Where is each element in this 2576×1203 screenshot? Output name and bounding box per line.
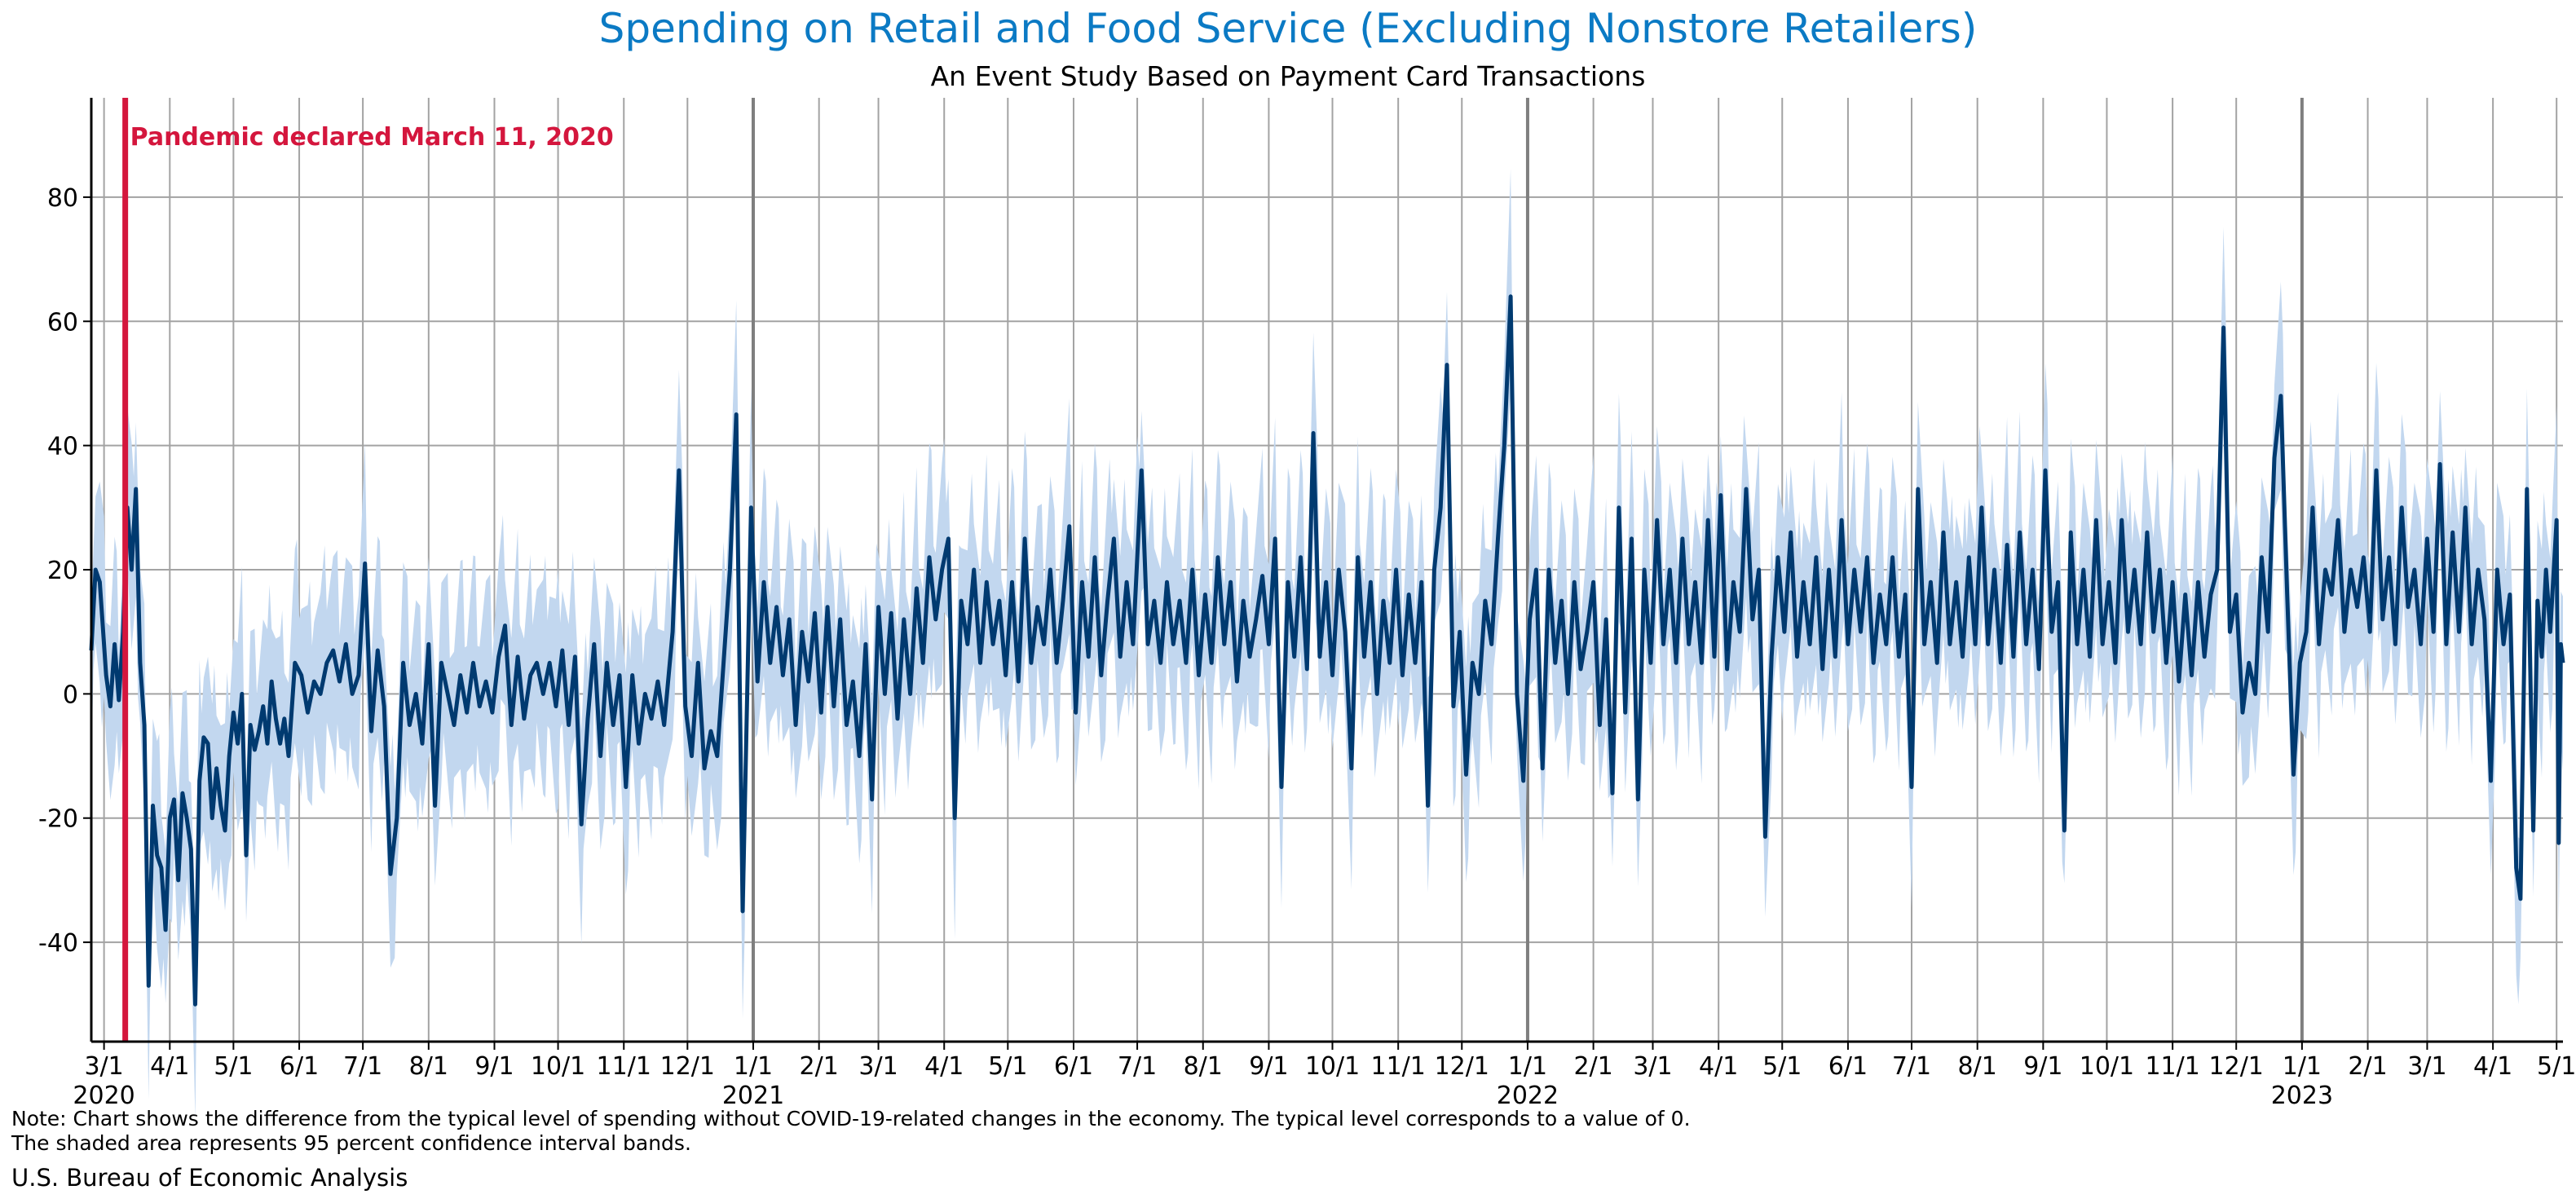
x-tick-label: 3/1 bbox=[2407, 1052, 2446, 1081]
x-tick-label: 6/1 bbox=[280, 1052, 319, 1081]
y-tick-label: 60 bbox=[47, 308, 78, 337]
x-tick-label: 9/1 bbox=[1249, 1052, 1288, 1081]
x-tick-label: 10/1 bbox=[531, 1052, 585, 1081]
x-tick-label: 1/1 bbox=[1508, 1052, 1547, 1081]
y-tick-label: -40 bbox=[38, 929, 78, 958]
x-tick-label: 4/1 bbox=[2473, 1052, 2512, 1081]
x-tick-label: 6/1 bbox=[1054, 1052, 1093, 1081]
chart-note: Note: Chart shows the difference from th… bbox=[11, 1107, 1691, 1156]
x-tick-label: 1/1 bbox=[2283, 1052, 2322, 1081]
x-tick-label: 9/1 bbox=[2023, 1052, 2062, 1081]
confidence-band-layer bbox=[91, 168, 2563, 1119]
note-line-1: Note: Chart shows the difference from th… bbox=[11, 1107, 1691, 1130]
x-tick-label: 8/1 bbox=[1184, 1052, 1223, 1081]
x-year-label: 2022 bbox=[1497, 1082, 1559, 1110]
x-tick-label: 4/1 bbox=[924, 1052, 964, 1081]
x-tick-label: 11/1 bbox=[2145, 1052, 2199, 1081]
x-tick-label: 12/1 bbox=[660, 1052, 715, 1081]
x-tick-label: 11/1 bbox=[1370, 1052, 1425, 1081]
x-tick-label: 12/1 bbox=[1435, 1052, 1489, 1081]
x-tick-label: 2/1 bbox=[800, 1052, 839, 1081]
x-tick-label: 6/1 bbox=[1828, 1052, 1868, 1081]
source-credit: U.S. Bureau of Economic Analysis bbox=[11, 1164, 408, 1192]
x-tick-label: 12/1 bbox=[2209, 1052, 2264, 1081]
x-tick-label: 3/1 bbox=[1633, 1052, 1672, 1081]
x-tick-label: 5/1 bbox=[2537, 1052, 2576, 1081]
x-tick-label: 9/1 bbox=[474, 1052, 514, 1081]
x-tick-label: 3/1 bbox=[858, 1052, 898, 1081]
x-tick-label: 2/1 bbox=[1573, 1052, 1612, 1081]
y-tick-label: 0 bbox=[63, 681, 78, 709]
x-tick-label: 4/1 bbox=[1699, 1052, 1738, 1081]
y-tick-label: 20 bbox=[47, 557, 78, 585]
x-tick-label: 10/1 bbox=[2080, 1052, 2134, 1081]
x-tick-label: 7/1 bbox=[1892, 1052, 1931, 1081]
y-tick-label: -20 bbox=[38, 805, 78, 834]
event-label: Pandemic declared March 11, 2020 bbox=[130, 123, 614, 152]
x-tick-label: 5/1 bbox=[988, 1052, 1027, 1081]
y-tick-label: 80 bbox=[47, 184, 78, 213]
x-year-label: 2020 bbox=[73, 1082, 135, 1110]
series-line bbox=[89, 294, 2565, 1007]
y-tick-label: 40 bbox=[47, 433, 78, 461]
x-tick-label: 7/1 bbox=[1118, 1052, 1157, 1081]
chart-title: Spending on Retail and Food Service (Exc… bbox=[598, 5, 1978, 52]
confidence-band bbox=[91, 168, 2563, 1119]
x-tick-label: 2/1 bbox=[2348, 1052, 2387, 1081]
x-tick-label: 10/1 bbox=[1305, 1052, 1360, 1081]
x-year-label: 2023 bbox=[2271, 1082, 2333, 1110]
x-tick-label: 8/1 bbox=[1958, 1052, 1997, 1081]
x-tick-label: 1/1 bbox=[734, 1052, 773, 1081]
x-tick-label: 5/1 bbox=[1762, 1052, 1802, 1081]
event-layer: Pandemic declared March 11, 2020 bbox=[122, 98, 614, 1042]
chart-subtitle: An Event Study Based on Payment Card Tra… bbox=[930, 60, 1646, 92]
x-tick-label: 8/1 bbox=[409, 1052, 448, 1081]
note-line-2: The shaded area represents 95 percent co… bbox=[11, 1131, 691, 1155]
x-tick-label: 5/1 bbox=[214, 1052, 253, 1081]
series-line-layer bbox=[89, 294, 2565, 1007]
x-tick-label: 3/1 bbox=[84, 1052, 123, 1081]
x-tick-label: 4/1 bbox=[150, 1052, 189, 1081]
x-tick-label: 7/1 bbox=[343, 1052, 382, 1081]
x-tick-label: 11/1 bbox=[597, 1052, 651, 1081]
x-year-label: 2021 bbox=[722, 1082, 784, 1110]
